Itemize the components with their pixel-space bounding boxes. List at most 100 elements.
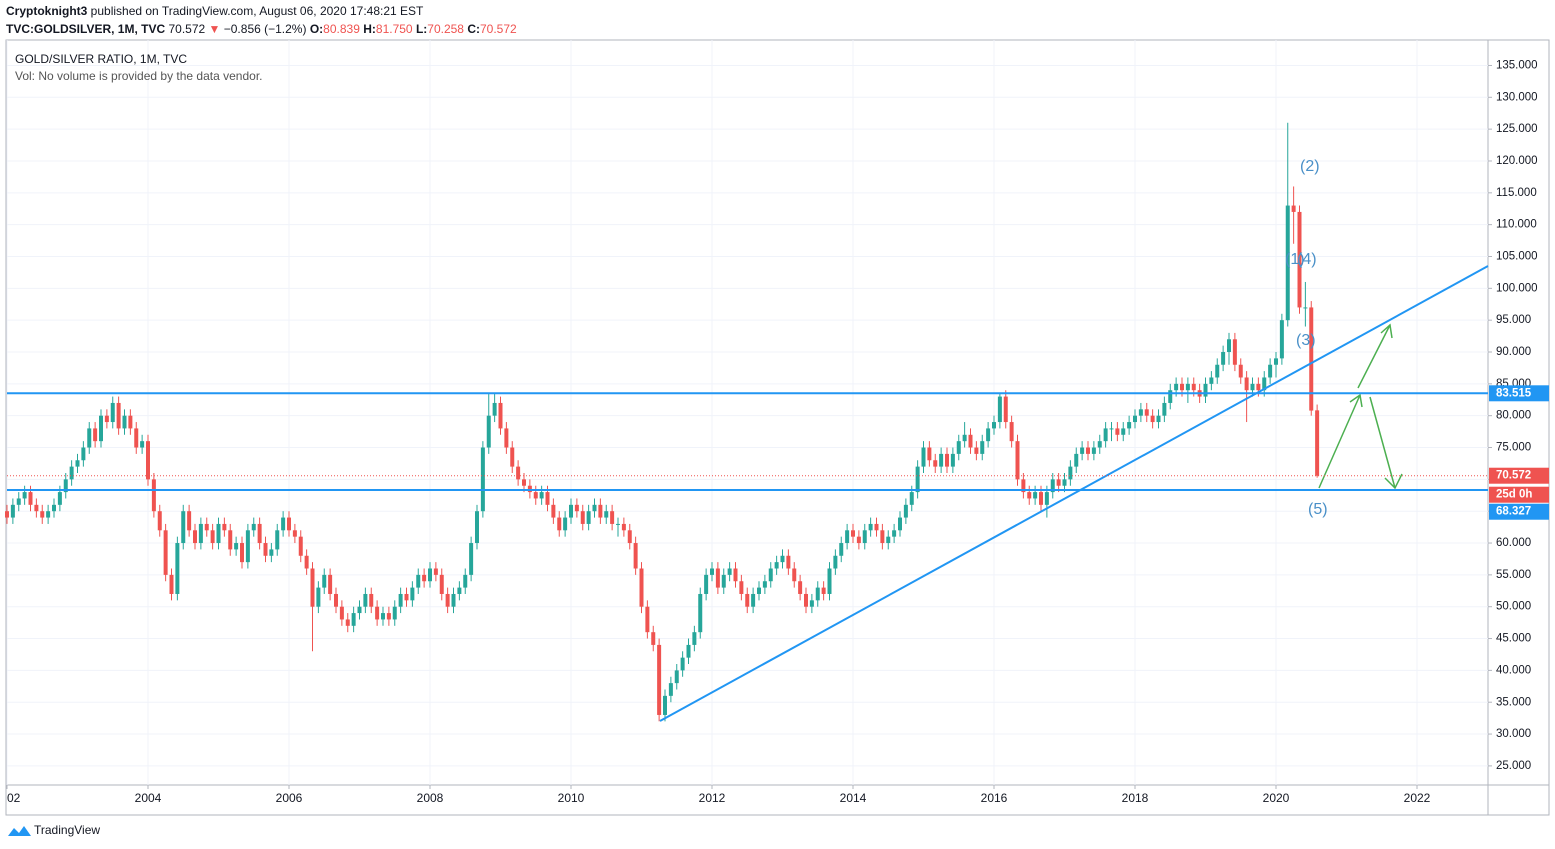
- candle-body: [1091, 447, 1096, 454]
- candle-body: [99, 415, 103, 442]
- arrow-line: [1369, 396, 1396, 489]
- h-label: H:: [363, 22, 376, 36]
- candle-body: [733, 568, 738, 582]
- candle-body: [433, 568, 438, 575]
- symbol: TVC:GOLDSILVER, 1M, TVC: [6, 22, 165, 36]
- candle-body: [1074, 453, 1079, 467]
- candle-body: [151, 479, 156, 512]
- x-tick-label: 2016: [981, 791, 1008, 805]
- candle-body: [287, 517, 291, 531]
- x-tick-label: 2020: [1263, 791, 1290, 805]
- candle-body: [657, 644, 662, 715]
- brand: TradingView: [8, 823, 100, 837]
- last-price-label-box: [1489, 467, 1549, 484]
- last: 70.572: [168, 22, 205, 36]
- arrow-head: [1349, 393, 1363, 408]
- candle-body: [351, 613, 356, 626]
- candle-body: [833, 555, 838, 569]
- y-tick-label: 75.000: [1496, 442, 1531, 454]
- candle-body: [545, 492, 550, 505]
- candle-body: [1262, 377, 1267, 391]
- candle-body: [1027, 492, 1032, 499]
- candle-body: [580, 511, 585, 524]
- candle-body: [745, 593, 750, 607]
- candle-body: [851, 530, 855, 537]
- candle-body: [128, 415, 133, 429]
- candle-body: [909, 492, 914, 505]
- candle-body: [157, 511, 162, 531]
- candle-body: [146, 441, 150, 480]
- candle-body: [104, 415, 109, 423]
- candle-body: [5, 511, 9, 518]
- candle-body: [57, 492, 62, 505]
- candle-body: [1215, 364, 1220, 378]
- last-price-label: 70.572: [1496, 470, 1531, 482]
- wave-label: (5): [1308, 501, 1328, 518]
- candle-body: [1285, 205, 1290, 321]
- candle-body: [392, 606, 397, 620]
- wave-label: (1): [1285, 251, 1305, 268]
- y-tick-label: 95.000: [1496, 314, 1531, 326]
- candle-body: [1244, 377, 1249, 391]
- candle-body: [322, 574, 327, 588]
- candle-body: [480, 447, 485, 512]
- candle-body: [727, 568, 732, 575]
- candle-body: [939, 453, 944, 467]
- candle-body: [1227, 339, 1231, 353]
- candle-body: [381, 613, 385, 620]
- candle-body: [903, 504, 908, 518]
- candle-body: [792, 568, 797, 582]
- candle-body: [898, 517, 902, 531]
- candle-body: [1033, 492, 1038, 499]
- l-value: 70.258: [427, 22, 464, 36]
- y-tick-label: 135.000: [1496, 60, 1538, 72]
- candle-body: [1297, 211, 1302, 308]
- candle-body: [1015, 441, 1020, 480]
- candle-body: [1044, 492, 1049, 505]
- candle-body: [292, 530, 297, 537]
- o-value: 80.839: [323, 22, 360, 36]
- candle-body: [892, 530, 897, 537]
- y-tick-label: 40.000: [1496, 664, 1531, 676]
- candle-body: [980, 441, 985, 454]
- wave-label: (2): [1300, 158, 1320, 175]
- candle-body: [986, 428, 991, 442]
- candle-body: [522, 479, 526, 486]
- candle-body: [798, 581, 803, 594]
- level-label: 68.327: [1496, 506, 1531, 518]
- x-tick-label: 2014: [840, 791, 867, 805]
- candle-body: [181, 511, 186, 544]
- candle-body: [674, 670, 679, 684]
- candle-body: [627, 530, 632, 544]
- candle-body: [1315, 410, 1320, 476]
- candle-body: [839, 543, 844, 556]
- candle-body: [856, 536, 861, 544]
- candle-body: [1068, 466, 1073, 480]
- trend-line: [659, 265, 1489, 722]
- candle-body: [786, 555, 791, 569]
- candle-body: [475, 511, 479, 544]
- candle-body: [1274, 358, 1278, 365]
- candle-body: [516, 466, 521, 480]
- candle-body: [216, 523, 221, 544]
- candle-body: [1203, 383, 1208, 397]
- candle-body: [551, 504, 556, 518]
- x-tick-label: 2018: [1122, 791, 1149, 805]
- candle-body: [175, 543, 180, 594]
- y-tick-label: 25.000: [1496, 760, 1531, 772]
- candle-body: [621, 523, 626, 531]
- y-tick-label: 130.000: [1496, 91, 1538, 103]
- candle-body: [821, 587, 826, 594]
- candle-body: [557, 517, 562, 531]
- candle-body: [193, 530, 197, 544]
- candle-body: [862, 530, 867, 544]
- y-tick-label: 115.000: [1496, 187, 1537, 199]
- candle-body: [633, 543, 638, 569]
- level-label: 83.515: [1496, 387, 1532, 399]
- candle-body: [715, 568, 720, 588]
- candle-body: [316, 587, 321, 607]
- legend-title: GOLD/SILVER RATIO, 1M, TVC: [15, 52, 187, 66]
- x-tick-label: 2004: [135, 791, 162, 805]
- candle-body: [386, 613, 391, 620]
